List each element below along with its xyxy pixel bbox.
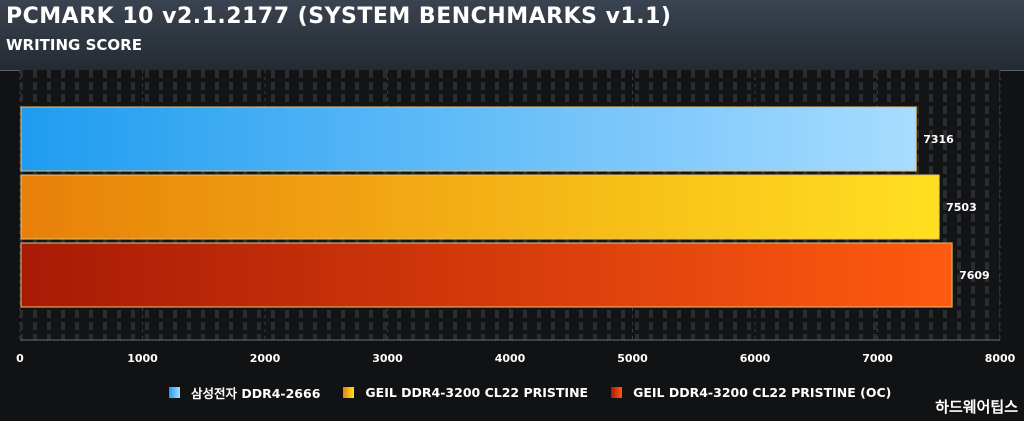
chart-header: PCMARK 10 v2.1.2177 (SYSTEM BENCHMARKS v… xyxy=(0,0,1024,71)
legend-label: GEIL DDR4-3200 CL22 PRISTINE (OC) xyxy=(633,385,892,400)
chart-title: PCMARK 10 v2.1.2177 (SYSTEM BENCHMARKS v… xyxy=(6,4,672,29)
chart-legend: 삼성전자 DDR4-2666 GEIL DDR4-3200 CL22 PRIST… xyxy=(168,383,891,402)
x-tick-label: 5000 xyxy=(617,352,648,365)
bar-value-label: 7503 xyxy=(946,201,977,214)
bar-value-label: 7609 xyxy=(959,269,990,282)
bar xyxy=(20,242,953,308)
bar xyxy=(20,106,917,172)
bar-chart: 7316 7503 7609 0 1000 2000 3000 4000 5000 6000 70… xyxy=(16,70,1016,365)
x-tick-label: 0 xyxy=(16,352,24,365)
x-tick-label: 6000 xyxy=(740,352,771,365)
x-tick-label: 1000 xyxy=(127,352,158,365)
legend-swatch xyxy=(342,386,356,399)
x-tick-label: 7000 xyxy=(862,352,893,365)
legend-swatch xyxy=(168,386,181,399)
x-tick-label: 4000 xyxy=(495,352,526,365)
legend-label: GEIL DDR4-3200 CL22 PRISTINE xyxy=(365,385,589,400)
legend-swatch xyxy=(610,386,624,399)
x-tick-label: 2000 xyxy=(250,352,281,365)
bar xyxy=(20,174,940,240)
x-tick-label: 8000 xyxy=(985,352,1016,365)
bar-value-label: 7316 xyxy=(923,133,954,146)
legend-label: 삼성전자 DDR4-2666 xyxy=(191,386,321,401)
legend-item: 삼성전자 DDR4-2666 xyxy=(168,383,320,402)
chart-subtitle: WRITING SCORE xyxy=(6,36,142,54)
x-tick-label: 3000 xyxy=(372,352,403,365)
site-watermark: 하드웨어팁스 xyxy=(935,398,1018,416)
legend-item: GEIL DDR4-3200 CL22 PRISTINE xyxy=(342,385,588,400)
legend-item: GEIL DDR4-3200 CL22 PRISTINE (OC) xyxy=(610,385,891,400)
